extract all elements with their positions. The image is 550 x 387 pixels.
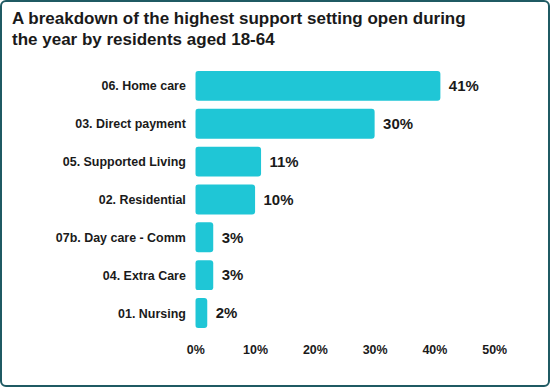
html-text:A breakdown of the highest sup: A breakdown of the highest support setti… bbox=[12, 9, 466, 49]
svg-text:03. Direct payment: 03. Direct payment bbox=[75, 117, 186, 131]
svg-text:50%: 50% bbox=[482, 343, 507, 357]
svg-text:05. Supported Living: 05. Supported Living bbox=[63, 155, 186, 169]
svg-text:40%: 40% bbox=[422, 343, 447, 357]
svg-text:0%: 0% bbox=[187, 343, 205, 357]
svg-text:07b. Day care - Comm: 07b. Day care - Comm bbox=[56, 231, 186, 245]
svg-text:30%: 30% bbox=[383, 115, 413, 132]
svg-text:11%: 11% bbox=[270, 153, 299, 170]
svg-text:30%: 30% bbox=[363, 343, 388, 357]
svg-text:2%: 2% bbox=[216, 304, 238, 321]
svg-text:06. Home care: 06. Home care bbox=[101, 79, 185, 93]
svg-text:02. Residential: 02. Residential bbox=[99, 193, 186, 207]
svg-text:20%: 20% bbox=[303, 343, 328, 357]
svg-text:41%: 41% bbox=[449, 77, 479, 94]
svg-text:04. Extra Care: 04. Extra Care bbox=[103, 269, 186, 283]
svg-text:10%: 10% bbox=[243, 343, 268, 357]
svg-text:01. Nursing: 01. Nursing bbox=[118, 307, 186, 321]
svg-text:3%: 3% bbox=[222, 229, 244, 246]
svg-text:3%: 3% bbox=[222, 266, 244, 283]
svg-text:10%: 10% bbox=[264, 191, 294, 208]
